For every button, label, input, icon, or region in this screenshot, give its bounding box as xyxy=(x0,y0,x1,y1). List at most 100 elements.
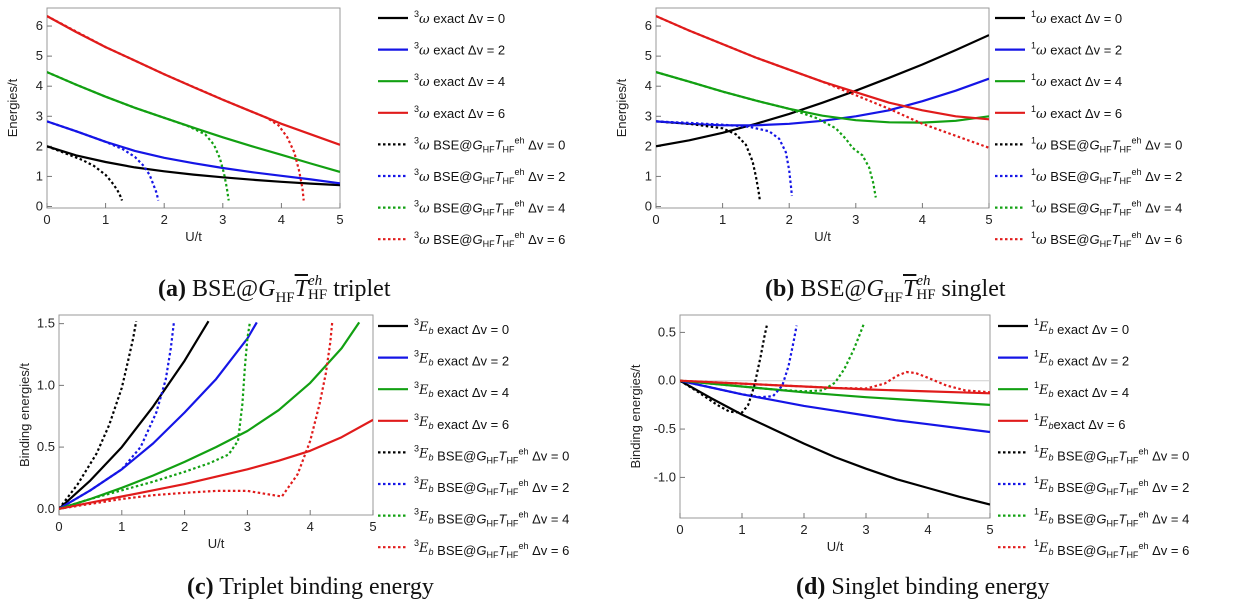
caption-a-tsub: HF xyxy=(308,287,328,304)
plot-frame xyxy=(46,7,341,209)
series-line-5 xyxy=(680,325,798,399)
series-line-4 xyxy=(47,145,124,201)
legend-entry: 1Eb BSE@GHFTHFeh Δv = 2 xyxy=(1034,475,1189,497)
series-group xyxy=(47,15,340,201)
series-line-0 xyxy=(47,145,340,187)
legend-entry: 3ω exact Δv = 0 xyxy=(414,9,505,27)
x-tick-label: 5 xyxy=(369,519,376,534)
legend-entry: 1ω exact Δv = 2 xyxy=(1031,41,1122,59)
x-tick-label: 4 xyxy=(924,522,931,537)
x-tick-label: 5 xyxy=(986,522,993,537)
legend-entry: 3ω BSE@GHFTHFeh Δv = 6 xyxy=(414,230,565,249)
legend-entry: 3ω BSE@GHFTHFeh Δv = 4 xyxy=(414,199,565,218)
caption-c-text: Triplet binding energy xyxy=(219,574,434,600)
legend-entry: 3Eb exact Δv = 0 xyxy=(414,317,509,337)
y-axis-label: Binding energies/t xyxy=(17,363,32,467)
x-tick-label: 0 xyxy=(55,519,62,534)
series-line-5 xyxy=(47,120,160,201)
legend-entry: 1ω BSE@GHFTHFeh Δv = 4 xyxy=(1031,199,1182,218)
series-group xyxy=(680,324,990,506)
y-axis-label: Energies/t xyxy=(614,78,629,137)
legend-entry: 1Eb exact Δv = 4 xyxy=(1034,380,1129,400)
y-tick-label: 1.5 xyxy=(37,316,55,331)
caption-b-t: T xyxy=(903,276,917,302)
legend: 3Eb exact Δv = 0 3Eb exact Δv = 2 3Eb exac… xyxy=(378,317,569,560)
y-tick-label: -1.0 xyxy=(654,469,676,484)
legend-entry: 1ω exact Δv = 4 xyxy=(1031,72,1122,90)
caption-c-tag: (c) xyxy=(187,574,214,600)
caption-d-tag: (d) xyxy=(796,574,826,600)
plot-frame xyxy=(655,7,990,209)
series-line-0 xyxy=(680,379,990,506)
series-line-7 xyxy=(656,15,989,149)
caption-b-tsup: eh xyxy=(916,273,931,290)
legend-entry: 3Eb BSE@GHFTHFeh Δv = 2 xyxy=(414,475,569,497)
panel-d: 0 1 2 3 4 5 -1.0 -0.5 0.0 0.5 U/t Binding energies/… xyxy=(628,314,1189,560)
legend-entry: 1ω BSE@GHFTHFeh Δv = 2 xyxy=(1031,167,1182,186)
legend-entry: 1Eb BSE@GHFTHFeh Δv = 6 xyxy=(1034,538,1189,560)
caption-b-tag: (b) xyxy=(765,276,795,302)
legend-entry: 1ω exact Δv = 6 xyxy=(1031,104,1122,122)
y-tick-label: 0 xyxy=(36,198,43,213)
caption-c: (c) Triplet binding energy xyxy=(187,574,434,601)
panel-a: 0 1 2 3 4 5 0 1 2 3 4 5 6 U/t Energies/t 3ω exact Δv = … xyxy=(5,7,565,249)
legend-entry: 1Eb BSE@GHFTHFeh Δv = 4 xyxy=(1034,507,1189,529)
y-tick-label: 0.5 xyxy=(658,324,676,339)
x-axis-label: U/t xyxy=(185,229,202,244)
y-tick-label: 6 xyxy=(645,18,652,33)
series-line-4 xyxy=(59,321,138,510)
legend-entry: 1ω exact Δv = 0 xyxy=(1031,9,1122,27)
legend-entry: 3ω exact Δv = 4 xyxy=(414,72,505,90)
x-tick-label: 3 xyxy=(219,212,226,227)
caption-b: (b) BSE@GHFT eh HF singlet xyxy=(765,273,1006,307)
series-line-4 xyxy=(656,120,761,201)
y-tick-label: 0.5 xyxy=(37,439,55,454)
y-tick-label: 4 xyxy=(645,78,652,93)
series-line-7 xyxy=(47,15,305,201)
y-tick-label: 0.0 xyxy=(37,501,55,516)
series-line-6 xyxy=(656,71,877,198)
series-line-3 xyxy=(59,418,373,510)
legend: 3ω exact Δv = 0 3ω exact Δv = 2 3ω exact Δ… xyxy=(378,9,565,249)
caption-b-g: G xyxy=(866,276,884,302)
y-tick-label: 1 xyxy=(645,168,652,183)
series-line-0 xyxy=(59,320,210,510)
legend-entry: 1Eb exact Δv = 0 xyxy=(1034,317,1129,337)
legend-entry: 3Eb exact Δv = 2 xyxy=(414,349,509,369)
y-tick-label: -0.5 xyxy=(654,421,676,436)
legend-entry: 1Eb BSE@GHFTHFeh Δv = 0 xyxy=(1034,443,1189,465)
legend-entry: 3Eb BSE@GHFTHFeh Δv = 6 xyxy=(414,538,569,560)
legend-entry: 3ω BSE@GHFTHFeh Δv = 0 xyxy=(414,135,565,154)
y-tick-label: 3 xyxy=(36,108,43,123)
x-tick-label: 5 xyxy=(336,212,343,227)
x-tick-label: 2 xyxy=(181,519,188,534)
x-axis-label: U/t xyxy=(827,539,844,554)
x-tick-label: 1 xyxy=(102,212,109,227)
series-line-2 xyxy=(656,71,989,124)
y-tick-label: 1 xyxy=(36,168,43,183)
panel-b: 0 1 2 3 4 5 0 1 2 3 4 5 6 U/t Energies/t 1ω exact Δv = … xyxy=(614,7,1182,249)
series-line-6 xyxy=(59,322,251,510)
caption-b-pre: BSE@ xyxy=(800,276,867,302)
x-tick-label: 0 xyxy=(676,522,683,537)
y-tick-label: 2 xyxy=(36,138,43,153)
x-tick-label: 1 xyxy=(719,212,726,227)
y-tick-label: 5 xyxy=(645,48,652,63)
caption-a-pre: BSE@ xyxy=(191,276,259,302)
y-tick-label: 4 xyxy=(36,78,43,93)
panel-c: 0 1 2 3 4 5 0.0 0.5 1.0 1.5 U/t Binding energies/t 3… xyxy=(17,314,569,560)
caption-a-tsup: eh xyxy=(308,273,323,290)
y-tick-label: 3 xyxy=(645,108,652,123)
x-tick-label: 0 xyxy=(652,212,659,227)
x-tick-label: 4 xyxy=(919,212,926,227)
series-line-3 xyxy=(47,15,340,146)
caption-d-text: Singlet binding energy xyxy=(831,574,1050,600)
series-line-4 xyxy=(680,325,768,414)
caption-b-gsub: HF xyxy=(883,289,903,306)
x-axis-label: U/t xyxy=(208,536,225,551)
y-axis-label: Energies/t xyxy=(5,78,20,137)
series-line-7 xyxy=(680,370,990,394)
caption-b-tsub: HF xyxy=(916,287,936,304)
series-line-5 xyxy=(656,120,793,197)
series-line-0 xyxy=(656,34,989,148)
